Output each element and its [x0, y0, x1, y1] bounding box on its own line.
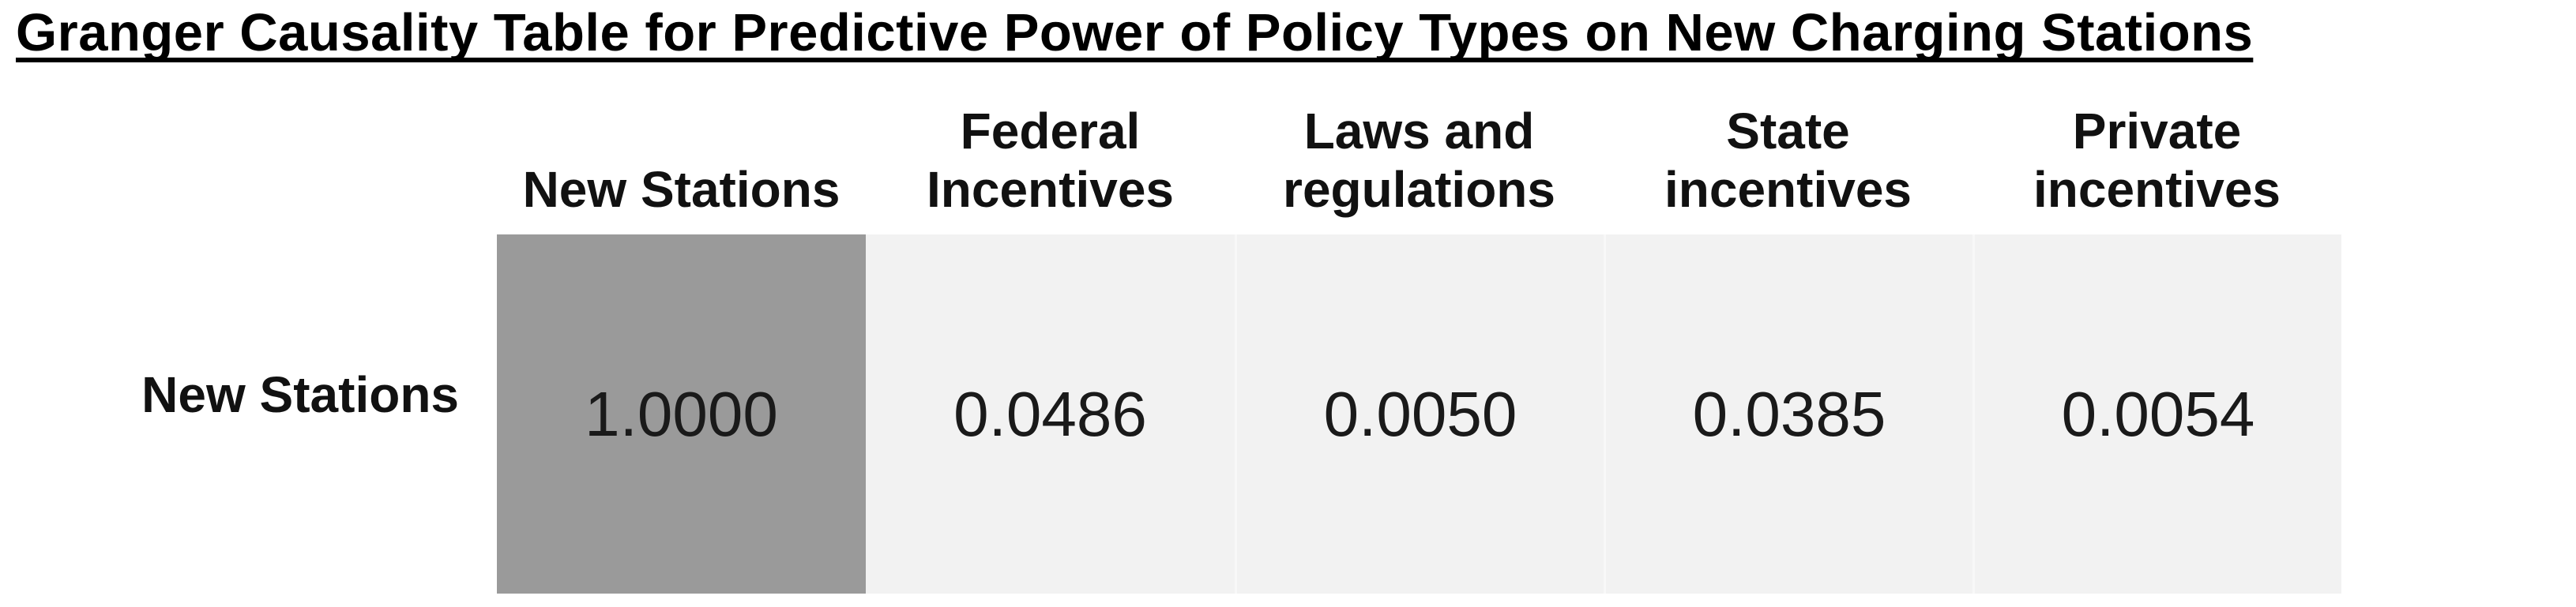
cell-new-stations-vs-laws-and-regulations: 0.0050 [1235, 234, 1604, 594]
cell-new-stations-vs-new-stations: 1.0000 [497, 234, 866, 594]
cell-new-stations-vs-private-incentives: 0.0054 [1972, 234, 2341, 594]
column-header-laws-and-regulations: Laws and regulations [1283, 102, 1555, 218]
column-header-state-incentives: State incentives [1664, 102, 1912, 218]
granger-causality-table: New Stations Federal Incentives Laws and… [0, 95, 2341, 594]
column-header-private-incentives: Private incentives [2033, 102, 2281, 218]
cell-new-stations-vs-state-incentives: 0.0385 [1604, 234, 1972, 594]
row-label-new-stations: New Stations [0, 234, 497, 594]
table-corner-spacer [0, 95, 497, 234]
column-header-federal-incentives: Federal Incentives [926, 102, 1175, 218]
row-label-text: New Stations [141, 365, 459, 423]
figure-title: Granger Causality Table for Predictive P… [16, 3, 2254, 62]
column-header-new-stations: New Stations [522, 160, 840, 218]
cell-new-stations-vs-federal-incentives: 0.0486 [866, 234, 1235, 594]
